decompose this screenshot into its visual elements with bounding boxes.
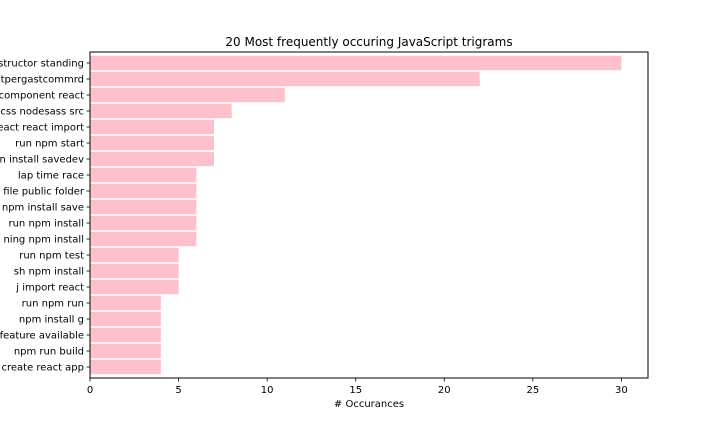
x-tick-label: 25	[526, 385, 539, 396]
bar	[90, 183, 197, 199]
x-tick-label: 5	[175, 385, 181, 396]
bar	[90, 359, 161, 375]
bar	[90, 119, 214, 135]
bar	[90, 247, 179, 263]
bar	[90, 343, 161, 359]
y-tick-label: sh npm install	[14, 267, 84, 278]
bar	[90, 103, 232, 119]
bar	[90, 327, 161, 343]
x-tick-label: 20	[438, 385, 451, 396]
bar	[90, 87, 285, 103]
y-tick-label: eact react import	[0, 123, 84, 134]
y-tick-label: create react app	[1, 363, 84, 374]
bar	[90, 71, 480, 87]
bar	[90, 263, 179, 279]
bar	[90, 311, 161, 327]
x-tick-label: 15	[349, 385, 362, 396]
bar	[90, 199, 197, 215]
y-tick-label: ning npm install	[3, 235, 84, 246]
y-tick-label: run npm start	[15, 139, 84, 150]
bar	[90, 167, 197, 183]
bar	[90, 215, 197, 231]
x-tick-label: 30	[615, 385, 628, 396]
y-tick-label: npm install save	[2, 203, 84, 214]
y-tick-label: file public folder	[3, 187, 85, 198]
bar	[90, 279, 179, 295]
bar	[90, 151, 214, 167]
y-tick-label: npm install g	[19, 315, 84, 326]
y-tick-label: css nodesass src	[0, 107, 84, 118]
plot-frame	[89, 51, 649, 379]
y-tick-label: j import react	[15, 283, 84, 294]
y-tick-labels: structor standing tpergastcommrd component…	[0, 59, 90, 374]
y-tick-label: feature available	[0, 331, 84, 342]
x-ticks: 0 5 10 15 20 25 30	[87, 378, 628, 396]
bar	[90, 231, 197, 247]
y-tick-label: tpergastcommrd	[1, 75, 84, 86]
y-tick-label: component react	[0, 91, 84, 102]
y-tick-label: npm run build	[14, 347, 84, 358]
x-tick-label: 0	[87, 385, 93, 396]
y-tick-label: n install savedev	[0, 155, 84, 166]
y-tick-label: run npm install	[8, 219, 84, 230]
bar	[90, 55, 622, 71]
bar	[90, 295, 161, 311]
x-tick-label: 10	[261, 385, 274, 396]
y-tick-label: run npm test	[19, 251, 84, 262]
x-axis-label: # Occurances	[334, 399, 404, 410]
y-tick-label: structor standing	[0, 59, 84, 70]
bars-group	[90, 55, 622, 375]
bar	[90, 135, 214, 151]
chart-title: 20 Most frequently occuring JavaScript t…	[225, 35, 512, 49]
y-tick-label: lap time race	[18, 171, 84, 182]
y-tick-label: run npm run	[22, 299, 84, 310]
